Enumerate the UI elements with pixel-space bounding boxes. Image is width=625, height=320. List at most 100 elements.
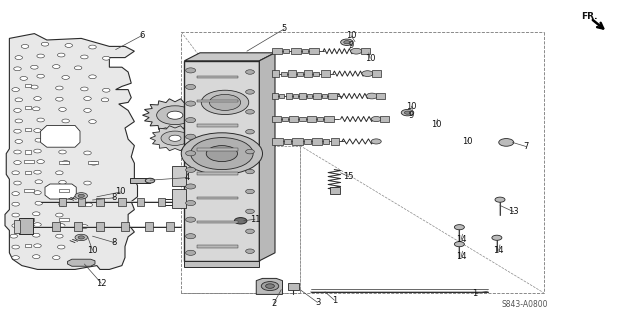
Circle shape bbox=[15, 56, 22, 60]
Bar bbox=[25, 150, 31, 154]
Polygon shape bbox=[142, 99, 208, 132]
Circle shape bbox=[32, 255, 40, 259]
Circle shape bbox=[14, 129, 21, 133]
Bar bbox=[145, 222, 152, 231]
Circle shape bbox=[186, 250, 196, 255]
Circle shape bbox=[10, 234, 18, 238]
Polygon shape bbox=[184, 53, 275, 61]
Circle shape bbox=[499, 139, 514, 146]
Bar bbox=[59, 189, 69, 192]
Bar bbox=[25, 244, 31, 247]
Bar bbox=[59, 198, 66, 206]
Bar bbox=[121, 222, 129, 231]
Text: 6: 6 bbox=[140, 31, 145, 40]
Circle shape bbox=[186, 134, 196, 139]
Circle shape bbox=[84, 181, 91, 185]
Bar bbox=[293, 94, 298, 98]
Circle shape bbox=[12, 224, 19, 228]
Circle shape bbox=[169, 135, 181, 141]
Text: 1: 1 bbox=[472, 289, 478, 298]
Text: 3: 3 bbox=[315, 298, 320, 307]
Bar bbox=[289, 116, 298, 122]
Bar bbox=[197, 148, 238, 151]
Bar bbox=[313, 71, 319, 76]
Circle shape bbox=[84, 151, 91, 155]
Circle shape bbox=[56, 97, 63, 101]
Circle shape bbox=[401, 109, 414, 116]
Circle shape bbox=[145, 178, 155, 183]
Bar bbox=[14, 220, 20, 233]
Circle shape bbox=[246, 149, 254, 154]
Circle shape bbox=[34, 170, 41, 174]
Bar bbox=[282, 117, 288, 121]
Circle shape bbox=[15, 98, 22, 102]
Circle shape bbox=[201, 90, 249, 115]
Circle shape bbox=[56, 86, 63, 90]
Text: 10: 10 bbox=[88, 246, 98, 255]
Circle shape bbox=[14, 150, 21, 154]
Bar bbox=[25, 84, 31, 87]
Text: 14: 14 bbox=[456, 252, 466, 261]
Circle shape bbox=[34, 191, 41, 195]
Circle shape bbox=[246, 90, 254, 94]
Bar bbox=[59, 218, 69, 221]
Bar bbox=[25, 128, 31, 131]
Text: 15: 15 bbox=[344, 172, 354, 181]
Circle shape bbox=[15, 140, 22, 143]
Bar bbox=[286, 93, 292, 99]
Circle shape bbox=[52, 65, 60, 68]
Text: 14: 14 bbox=[494, 246, 504, 255]
Circle shape bbox=[246, 169, 254, 174]
Circle shape bbox=[58, 245, 65, 249]
Bar bbox=[19, 218, 32, 234]
Bar bbox=[197, 124, 238, 126]
Text: 10: 10 bbox=[346, 31, 356, 40]
Circle shape bbox=[90, 161, 98, 165]
Circle shape bbox=[186, 167, 196, 172]
Text: 9: 9 bbox=[409, 111, 414, 120]
Circle shape bbox=[341, 39, 353, 45]
Circle shape bbox=[37, 160, 44, 164]
Circle shape bbox=[34, 223, 41, 227]
Circle shape bbox=[14, 161, 21, 164]
Text: 5: 5 bbox=[282, 24, 287, 33]
Text: 8: 8 bbox=[112, 238, 117, 247]
Polygon shape bbox=[256, 278, 282, 294]
Bar bbox=[272, 138, 283, 145]
Bar bbox=[88, 161, 98, 164]
Circle shape bbox=[234, 218, 247, 224]
Circle shape bbox=[34, 149, 41, 153]
Circle shape bbox=[12, 256, 19, 260]
Bar bbox=[307, 116, 316, 122]
Circle shape bbox=[12, 192, 19, 196]
Bar bbox=[372, 70, 381, 77]
Bar bbox=[299, 117, 306, 121]
Bar bbox=[281, 71, 287, 76]
Bar bbox=[24, 160, 34, 163]
Circle shape bbox=[81, 225, 88, 228]
Circle shape bbox=[371, 116, 381, 122]
Circle shape bbox=[34, 244, 41, 248]
Circle shape bbox=[58, 192, 65, 196]
Polygon shape bbox=[41, 125, 80, 147]
Circle shape bbox=[344, 41, 350, 44]
Circle shape bbox=[186, 184, 196, 189]
Bar bbox=[299, 93, 306, 99]
Circle shape bbox=[14, 67, 21, 71]
Circle shape bbox=[186, 68, 196, 73]
Circle shape bbox=[266, 284, 274, 288]
Polygon shape bbox=[68, 259, 95, 266]
Bar bbox=[288, 70, 296, 77]
Bar bbox=[166, 222, 174, 231]
Bar bbox=[197, 221, 238, 223]
Circle shape bbox=[371, 139, 381, 144]
Polygon shape bbox=[184, 261, 259, 267]
Bar bbox=[52, 222, 60, 231]
Circle shape bbox=[89, 120, 96, 124]
Circle shape bbox=[454, 242, 464, 247]
Circle shape bbox=[351, 48, 362, 54]
Bar bbox=[272, 93, 278, 99]
Circle shape bbox=[102, 56, 110, 60]
Bar bbox=[272, 70, 279, 77]
Bar bbox=[312, 138, 322, 145]
